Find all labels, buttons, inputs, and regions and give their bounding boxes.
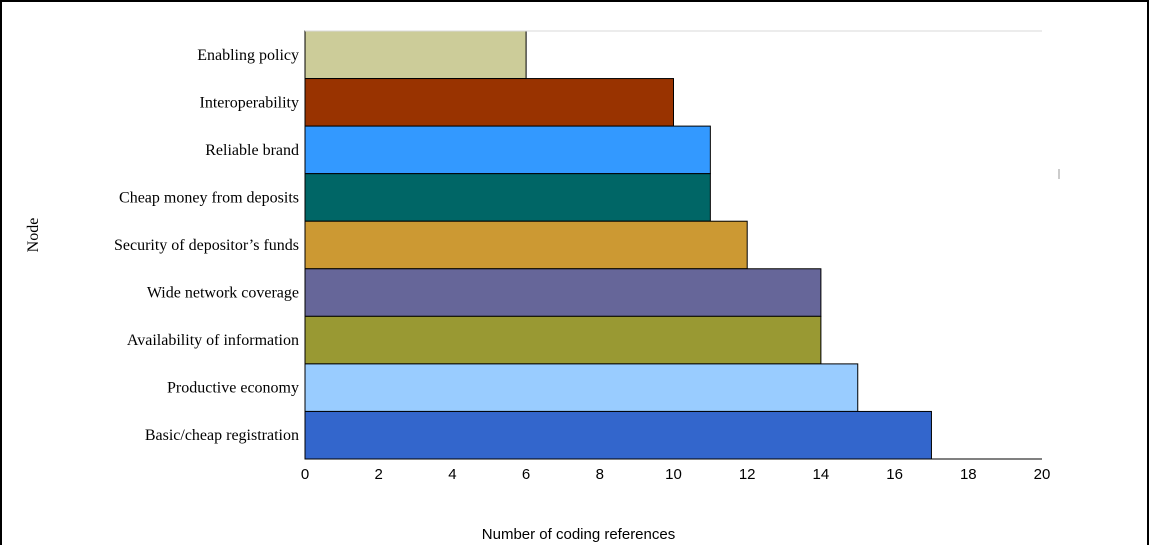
x-tick-label-5: 10	[665, 466, 682, 483]
x-axis-title: Number of coding references	[482, 526, 675, 543]
x-tick-label-4: 8	[596, 466, 604, 483]
x-tick-label-8: 16	[886, 466, 903, 483]
x-tick-label-2: 4	[448, 466, 456, 483]
x-tick-label-7: 14	[813, 466, 830, 483]
category-label-3: Cheap money from deposits	[119, 189, 299, 206]
bar-1	[304, 78, 674, 127]
category-label-1: Interoperability	[199, 94, 299, 111]
bar-0	[304, 30, 527, 80]
x-tick-label-3: 6	[522, 466, 530, 483]
category-labels: Enabling policy Interoperability Reliable …	[114, 47, 299, 444]
bar-8	[304, 410, 932, 460]
category-label-8: Basic/cheap registration	[145, 427, 299, 444]
x-tick-label-0: 0	[301, 466, 309, 483]
bar-3	[304, 173, 711, 222]
bars-group	[304, 30, 932, 460]
x-tick-label-1: 2	[375, 466, 383, 483]
category-label-7: Productive economy	[167, 380, 299, 397]
x-tick-label-9: 18	[960, 466, 977, 483]
x-tick-label-6: 12	[739, 466, 756, 483]
bar-6	[304, 315, 822, 365]
x-tick-labels: 0 2 4 6 8 10 12 14 16 18 20	[301, 466, 1051, 483]
bar-2	[304, 125, 711, 175]
category-label-5: Wide network coverage	[147, 285, 299, 302]
y-axis-title: Node	[25, 218, 42, 253]
bar-5	[304, 268, 822, 317]
bar-4	[304, 220, 748, 270]
x-tick-label-10: 20	[1034, 466, 1051, 483]
category-label-2: Reliable brand	[205, 142, 299, 159]
category-label-4: Security of depositor’s funds	[114, 237, 299, 254]
bar-7	[304, 363, 859, 412]
category-label-0: Enabling policy	[197, 47, 299, 64]
category-label-6: Availability of information	[127, 332, 299, 349]
